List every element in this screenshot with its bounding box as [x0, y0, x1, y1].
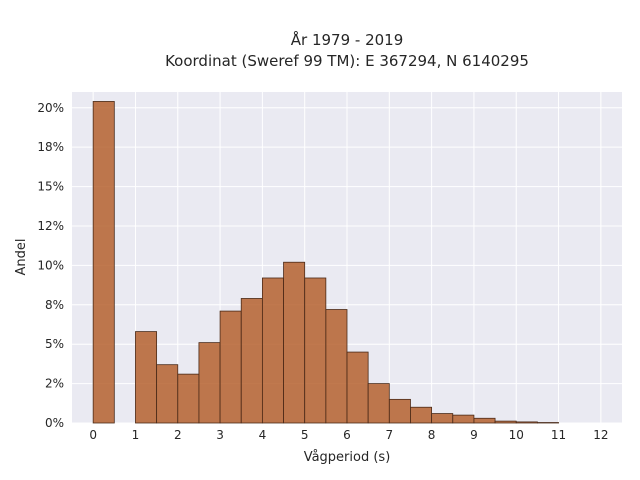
x-tick-label: 10: [509, 428, 524, 442]
y-tick-label: 18%: [37, 140, 64, 154]
histogram-bar: [515, 421, 538, 424]
histogram-bar: [494, 420, 517, 424]
histogram-bar: [219, 310, 242, 424]
y-tick-label: 0%: [45, 416, 64, 430]
y-tick-label: 12%: [37, 219, 64, 233]
x-axis-ticks: 0 1 2 3 4 5 6 7 8 9 10 11 12: [89, 428, 608, 442]
y-tick-label: 20%: [37, 101, 64, 115]
y-tick-label: 8%: [45, 298, 64, 312]
x-tick-label: 1: [132, 428, 140, 442]
y-tick-label: 15%: [37, 180, 64, 194]
y-axis-label: Andel: [14, 239, 29, 276]
histogram-bars: [92, 101, 559, 424]
x-tick-label: 9: [470, 428, 478, 442]
y-tick-label: 5%: [45, 337, 64, 351]
histogram-bar: [135, 331, 158, 424]
histogram-bar: [240, 298, 263, 424]
x-tick-label: 12: [593, 428, 608, 442]
x-tick-label: 7: [385, 428, 393, 442]
histogram-bar: [156, 364, 179, 424]
histogram-bar: [198, 342, 221, 424]
chart-title-line-2: Koordinat (Sweref 99 TM): E 367294, N 61…: [165, 52, 529, 70]
x-tick-label: 3: [216, 428, 224, 442]
histogram-bar: [92, 101, 115, 424]
histogram-bar: [367, 383, 390, 424]
histogram-bar: [473, 417, 496, 424]
x-axis-label: Vågperiod (s): [304, 450, 391, 465]
histogram-bar: [261, 277, 284, 424]
y-axis-ticks: 0% 2% 5% 8% 10% 12% 15% 18% 20%: [37, 101, 64, 430]
x-tick-label: 11: [551, 428, 566, 442]
x-tick-label: 2: [174, 428, 182, 442]
histogram-bar: [304, 277, 327, 424]
chart-title-line-1: År 1979 - 2019: [291, 30, 404, 49]
x-tick-label: 5: [301, 428, 309, 442]
histogram-bar: [177, 373, 200, 424]
y-tick-label: 10%: [37, 258, 64, 272]
histogram-bar: [283, 261, 306, 424]
histogram-bar: [452, 414, 475, 424]
x-tick-label: 6: [343, 428, 351, 442]
histogram-bar: [346, 351, 369, 424]
x-tick-label: 0: [89, 428, 97, 442]
y-tick-label: 2%: [45, 377, 64, 391]
histogram-bar: [410, 406, 433, 424]
x-tick-label: 8: [428, 428, 436, 442]
histogram-bar: [388, 398, 411, 424]
histogram-bar: [431, 413, 454, 424]
histogram-bar: [325, 309, 348, 424]
x-tick-label: 4: [259, 428, 267, 442]
